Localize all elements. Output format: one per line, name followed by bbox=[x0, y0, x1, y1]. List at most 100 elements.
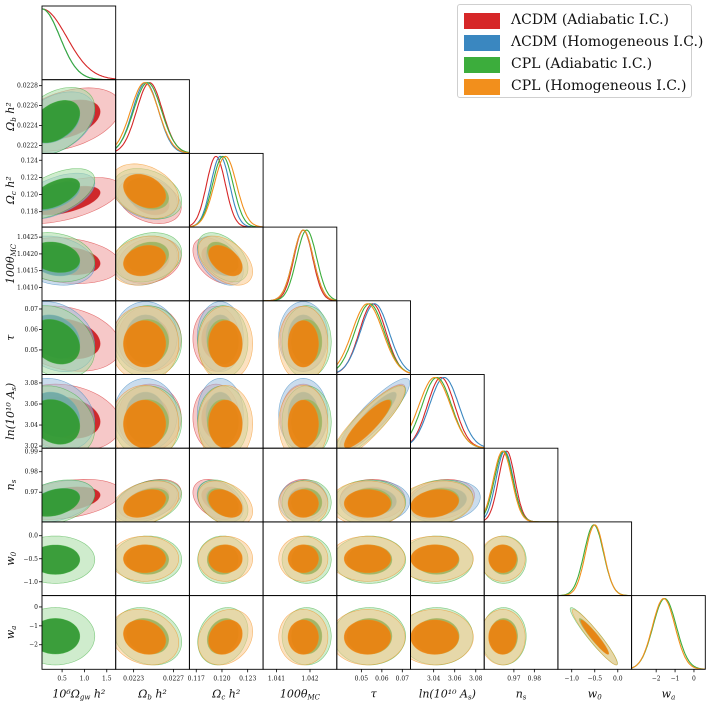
x-tick-label: 1.0 bbox=[80, 675, 90, 682]
axis-label-oc: Ωc h² bbox=[4, 176, 18, 205]
axis-label-th: 100θMC bbox=[4, 243, 18, 284]
contour-68-CPL (Homogeneous I.C.) bbox=[123, 399, 167, 449]
pdf-curve-ΛCDM (Homogeneous I.C.) bbox=[189, 155, 264, 228]
y-tick-label: 0.99 bbox=[25, 448, 39, 455]
axis-label-wa: wa bbox=[4, 626, 18, 640]
panel-as-wa bbox=[410, 607, 474, 666]
panel-oc-th bbox=[192, 232, 254, 286]
contour-68-CPL (Homogeneous I.C.) bbox=[287, 619, 319, 655]
axis-label-tau: τ bbox=[371, 687, 378, 700]
y-tick-label: −2 bbox=[29, 642, 38, 649]
panel-th-tau bbox=[278, 301, 332, 375]
panel-gw-tau bbox=[42, 301, 116, 375]
x-tick-label: 1.5 bbox=[102, 675, 112, 682]
panel-ns-w0 bbox=[484, 535, 527, 584]
contour-68-CPL (Adiabatic I.C.) bbox=[42, 399, 81, 445]
pdf-curve-CPL (Adiabatic I.C.) bbox=[336, 303, 411, 374]
y-tick-label: 0.0 bbox=[28, 533, 38, 540]
panel-w0-w0 bbox=[557, 524, 632, 596]
x-tick-label: −1.0 bbox=[564, 675, 579, 682]
axis-label-ob: Ωb h² bbox=[137, 687, 167, 701]
panel-oc-oc bbox=[189, 155, 264, 228]
contour-68-CPL (Homogeneous I.C.) bbox=[287, 399, 319, 449]
contour-68-CPL (Homogeneous I.C.) bbox=[123, 173, 167, 209]
contour-68-CPL (Homogeneous I.C.) bbox=[208, 399, 243, 449]
axis-label-oc: Ωc h² bbox=[211, 687, 240, 701]
pdf-curve-CPL (Adiabatic I.C.) bbox=[557, 524, 632, 596]
axis-label-ob: Ωb h² bbox=[4, 102, 18, 132]
y-tick-label: 0.06 bbox=[25, 326, 39, 333]
pdf-curve-CPL (Adiabatic I.C.) bbox=[42, 8, 116, 80]
legend-swatch bbox=[464, 13, 500, 29]
x-tick-label: 1.042 bbox=[301, 675, 318, 682]
y-tick-label: −0.5 bbox=[23, 556, 38, 563]
contour-68-CPL (Adiabatic I.C.) bbox=[42, 319, 81, 365]
panel-oc-as bbox=[192, 378, 254, 449]
panel-gw-oc bbox=[42, 168, 116, 224]
y-tick-label: 1.0420 bbox=[17, 251, 38, 258]
y-tick-label: 0.0228 bbox=[17, 83, 38, 90]
panel-frame bbox=[41, 5, 117, 81]
legend-swatch bbox=[464, 35, 500, 51]
pdf-curve-ΛCDM (Adiabatic I.C.) bbox=[42, 8, 116, 80]
y-tick-label: −1.0 bbox=[23, 579, 38, 586]
axis-label-w0: w0 bbox=[4, 551, 18, 565]
pdf-curve-CPL (Homogeneous I.C.) bbox=[263, 229, 337, 301]
x-tick-label: 0.98 bbox=[528, 675, 542, 682]
legend: ΛCDM (Adiabatic I.C.) ΛCDM (Homogeneous … bbox=[457, 4, 703, 98]
pdf-curve-ΛCDM (Homogeneous I.C.) bbox=[336, 303, 411, 373]
x-tick-label: 0.07 bbox=[396, 675, 410, 682]
pdf-curve-CPL (Homogeneous I.C.) bbox=[631, 598, 706, 670]
x-tick-label: 0.5 bbox=[57, 675, 67, 682]
contour-68-CPL (Homogeneous I.C.) bbox=[123, 244, 167, 277]
pdf-curve-ΛCDM (Adiabatic I.C.) bbox=[189, 155, 264, 228]
panel-gw-w0 bbox=[42, 535, 96, 584]
axis-label-gw: 10⁶Ωgw h² bbox=[52, 687, 105, 701]
contour-68-CPL (Homogeneous I.C.) bbox=[287, 320, 319, 368]
panel-frame bbox=[557, 521, 633, 597]
legend-label: CPL (Adiabatic I.C.) bbox=[511, 56, 653, 72]
axis-label-th: 100θMC bbox=[280, 687, 321, 701]
pdf-curve-CPL (Adiabatic I.C.) bbox=[631, 598, 706, 670]
x-tick-label: 0.0 bbox=[613, 675, 623, 682]
x-tick-label: 1.041 bbox=[268, 675, 285, 682]
y-tick-label: 0.122 bbox=[21, 174, 38, 181]
y-tick-label: 1.0425 bbox=[17, 234, 38, 241]
pdf-curve-CPL (Homogeneous I.C.) bbox=[336, 303, 411, 374]
panel-tau-wa bbox=[336, 607, 407, 666]
x-tick-label: 0.0227 bbox=[163, 675, 184, 682]
panel-ob-wa bbox=[115, 607, 183, 666]
pdf-curve-CPL (Homogeneous I.C.) bbox=[484, 450, 558, 522]
contour-68-CPL (Adiabatic I.C.) bbox=[42, 177, 81, 210]
x-tick-label: −1 bbox=[671, 675, 680, 682]
x-tick-label: 0.123 bbox=[239, 675, 256, 682]
contour-68-CPL (Homogeneous I.C.) bbox=[410, 619, 460, 655]
panel-ns-ns bbox=[484, 450, 558, 522]
legend-label: ΛCDM (Homogeneous I.C.) bbox=[511, 34, 704, 50]
y-tick-label: 0.118 bbox=[21, 209, 38, 216]
axis-label-wa: wa bbox=[662, 687, 676, 701]
pdf-curve-ΛCDM (Adiabatic I.C.) bbox=[410, 376, 485, 449]
y-tick-label: 0.97 bbox=[25, 489, 39, 496]
y-tick-label: 0.120 bbox=[21, 192, 38, 199]
y-tick-label: −1 bbox=[29, 623, 38, 630]
x-tick-label: 3.04 bbox=[427, 675, 441, 682]
contour-68-CPL (Adiabatic I.C.) bbox=[42, 618, 81, 655]
panel-gw-th bbox=[42, 232, 116, 286]
panel-gw-ob bbox=[42, 87, 116, 154]
x-tick-label: −2 bbox=[652, 675, 661, 682]
pdf-curve-CPL (Homogeneous I.C.) bbox=[115, 82, 190, 154]
y-tick-label: 3.08 bbox=[25, 380, 39, 387]
legend-swatch bbox=[464, 79, 500, 95]
contour-68-CPL (Homogeneous I.C.) bbox=[208, 489, 243, 518]
panel-oc-wa bbox=[197, 607, 254, 666]
panel-th-ns bbox=[278, 478, 332, 522]
y-tick-label: 0.07 bbox=[25, 306, 39, 313]
x-tick-label: 0 bbox=[692, 675, 696, 682]
pdf-curve-CPL (Adiabatic I.C.) bbox=[484, 450, 558, 522]
panel-ob-ob bbox=[115, 82, 190, 154]
panel-ns-wa bbox=[484, 607, 527, 666]
contour-68-CPL (Homogeneous I.C.) bbox=[488, 619, 517, 655]
x-tick-label: 0.05 bbox=[355, 675, 369, 682]
y-tick-label: 3.02 bbox=[25, 443, 39, 450]
